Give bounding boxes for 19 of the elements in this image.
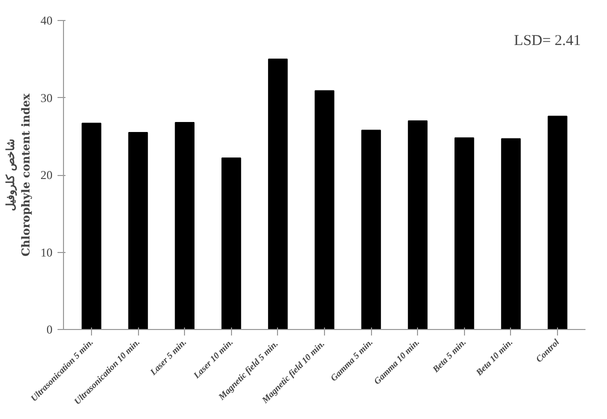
bar: [314, 90, 334, 330]
y-tick-label: 40: [40, 14, 52, 28]
bar: [361, 130, 381, 330]
bar: [501, 138, 521, 330]
y-tick-label: 30: [40, 90, 52, 105]
bar: [82, 122, 102, 330]
y-tick-label: 10: [40, 245, 52, 260]
annotation: LSD= 2.41: [514, 32, 581, 49]
bar: [408, 120, 428, 330]
bar: [454, 137, 474, 330]
bar: [128, 132, 148, 330]
y-tick-label: 0: [46, 322, 52, 336]
x-tick-label: Beta 5 min.: [430, 336, 468, 375]
x-tick-label: Beta 10 min.: [473, 336, 514, 378]
bar: [221, 158, 242, 330]
bar: [268, 58, 288, 330]
y-tick-label: 20: [40, 168, 52, 182]
bar: [174, 122, 194, 330]
bar: [548, 116, 568, 330]
